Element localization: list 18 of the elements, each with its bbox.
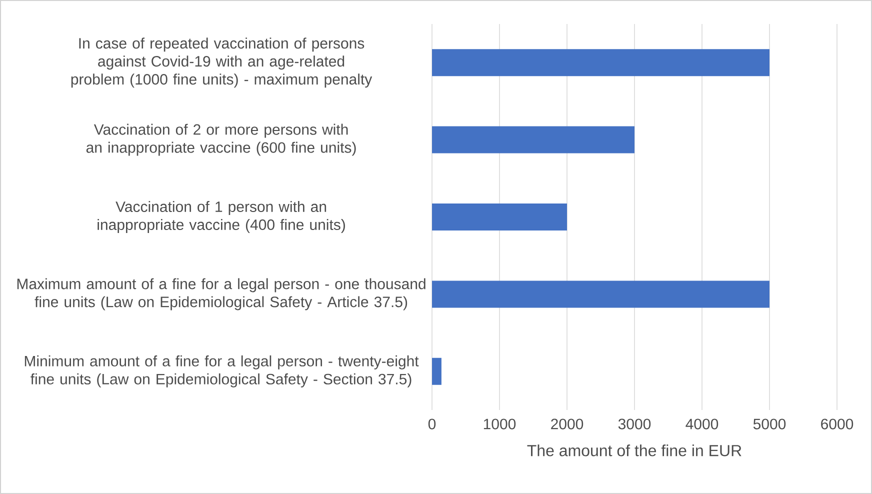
y-tick-label: In case of repeated vaccination of persons against Covid-19 with an age-related problem (1000 fine units) - maximum penalty [71, 38, 372, 88]
bar [432, 204, 567, 231]
x-tick-label: 5000 [753, 418, 786, 430]
x-axis-title: The amount of the fine in EUR [527, 444, 742, 456]
y-tick-label: Maximum amount of a fine for a legal person - one thousand fine units (Law on Epidemiological Safety - Article 37.5) [17, 278, 426, 310]
bar [432, 49, 770, 76]
x-tick-label: 1000 [484, 418, 516, 430]
x-tick-label: 2000 [551, 418, 584, 430]
x-tick-label: 4000 [686, 418, 718, 430]
bar [432, 126, 634, 154]
y-tick-label: Vaccination of 2 or more persons with an inappropriate vaccine (600 fine units) [86, 124, 356, 156]
x-tick-label: 6000 [821, 418, 854, 430]
bar [432, 358, 442, 385]
y-tick-label: Minimum amount of a fine for a legal person - twenty-eight fine units (Law on Epidemiological Safety - Section 37.5) [24, 355, 419, 388]
bar [432, 280, 770, 308]
y-tick-label: Vaccination of 1 person with an inappropriate vaccine (400 fine units) [98, 201, 345, 233]
x-tick-label: 0 [428, 418, 436, 430]
x-tick-label: 3000 [618, 418, 651, 430]
